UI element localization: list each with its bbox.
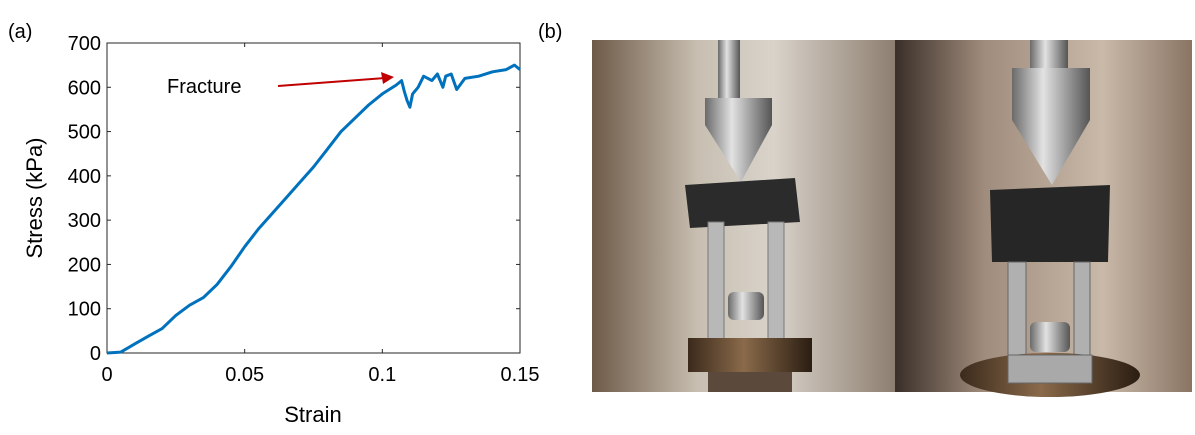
y-tick-label: 100 [68, 299, 101, 321]
y-axis-label: Stress (kPa) [22, 137, 47, 258]
panel-label: (a) [8, 21, 32, 43]
x-tick-label: 0.15 [501, 364, 540, 386]
y-tick-label: 600 [68, 77, 101, 99]
x-tick-label: 0.05 [225, 364, 264, 386]
nut [1030, 322, 1070, 352]
sample [990, 185, 1110, 262]
annotation: Fracture [167, 76, 241, 98]
x-axis-label: Strain [284, 402, 341, 427]
y-tick-label: 400 [68, 166, 101, 188]
clip-bottom [1007, 354, 1093, 384]
cone [1012, 68, 1090, 185]
y-tick-label: 300 [68, 210, 101, 232]
y-tick-label: 200 [68, 254, 101, 276]
y-tick-label: 500 [68, 122, 101, 144]
sample [685, 178, 800, 228]
rod [1030, 40, 1068, 68]
base [688, 338, 812, 372]
base-stem [708, 372, 792, 392]
plot-frame [106, 42, 521, 354]
x-tick-label: 0.1 [368, 364, 396, 386]
nut [728, 292, 764, 320]
annotation-arrow [277, 77, 386, 87]
y-tick-label: 0 [90, 343, 101, 365]
photographs [592, 40, 1192, 397]
rod [718, 40, 740, 98]
y-tick-label: 700 [68, 33, 101, 55]
panel-label: (b) [538, 21, 562, 43]
x-tick-label: 0 [101, 364, 112, 386]
annotation-arrowhead [381, 72, 394, 84]
data-line [106, 63, 521, 355]
cone [705, 98, 772, 182]
